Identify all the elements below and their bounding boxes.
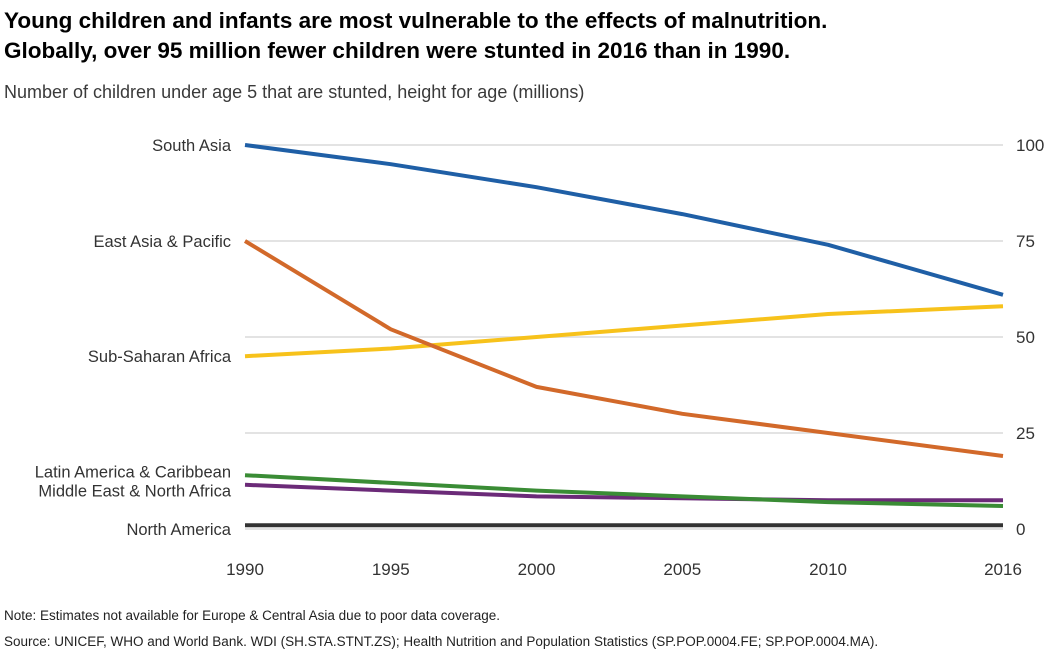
y-tick-label-75: 75 <box>1016 232 1035 251</box>
series-label-sub-saharan-africa: Sub-Saharan Africa <box>88 348 232 366</box>
footnote: Note: Estimates not available for Europe… <box>4 608 501 623</box>
y-tick-label-0: 0 <box>1016 520 1025 539</box>
source-note: Source: UNICEF, WHO and World Bank. WDI … <box>4 634 879 649</box>
y-tick-label-100: 100 <box>1016 136 1044 155</box>
series-line-sub-saharan-africa <box>244 304 1004 359</box>
chart-subtitle: Number of children under age 5 that are … <box>4 82 585 102</box>
y-tick-label-50: 50 <box>1016 328 1035 347</box>
series-label-south-asia: South Asia <box>152 137 232 155</box>
x-tick-label-2000: 2000 <box>518 560 556 579</box>
x-tick-label-2010: 2010 <box>809 560 847 579</box>
x-tick-label-1990: 1990 <box>226 560 264 579</box>
series-label-middle-east-north-africa: Middle East & North Africa <box>38 483 231 501</box>
series-line-middle-east-north-africa <box>244 482 1003 503</box>
series-line-south-asia <box>244 143 1004 297</box>
x-tick-label-1995: 1995 <box>372 560 410 579</box>
title-line-2: Globally, over 95 million fewer children… <box>4 38 791 63</box>
series-label-latin-america-caribbean: Latin America & Caribbean <box>35 463 231 481</box>
series-line-latin-america-caribbean <box>244 473 1004 508</box>
x-tick-label-2005: 2005 <box>663 560 701 579</box>
y-tick-label-25: 25 <box>1016 424 1035 443</box>
x-tick-label-2016: 2016 <box>984 560 1022 579</box>
series-line-east-asia-pacific <box>243 239 1004 458</box>
chart-title: Young children and infants are most vuln… <box>4 6 1052 66</box>
series-label-east-asia-pacific: East Asia & Pacific <box>93 233 231 251</box>
series-label-north-america: North America <box>126 521 231 539</box>
title-line-1: Young children and infants are most vuln… <box>4 8 828 33</box>
